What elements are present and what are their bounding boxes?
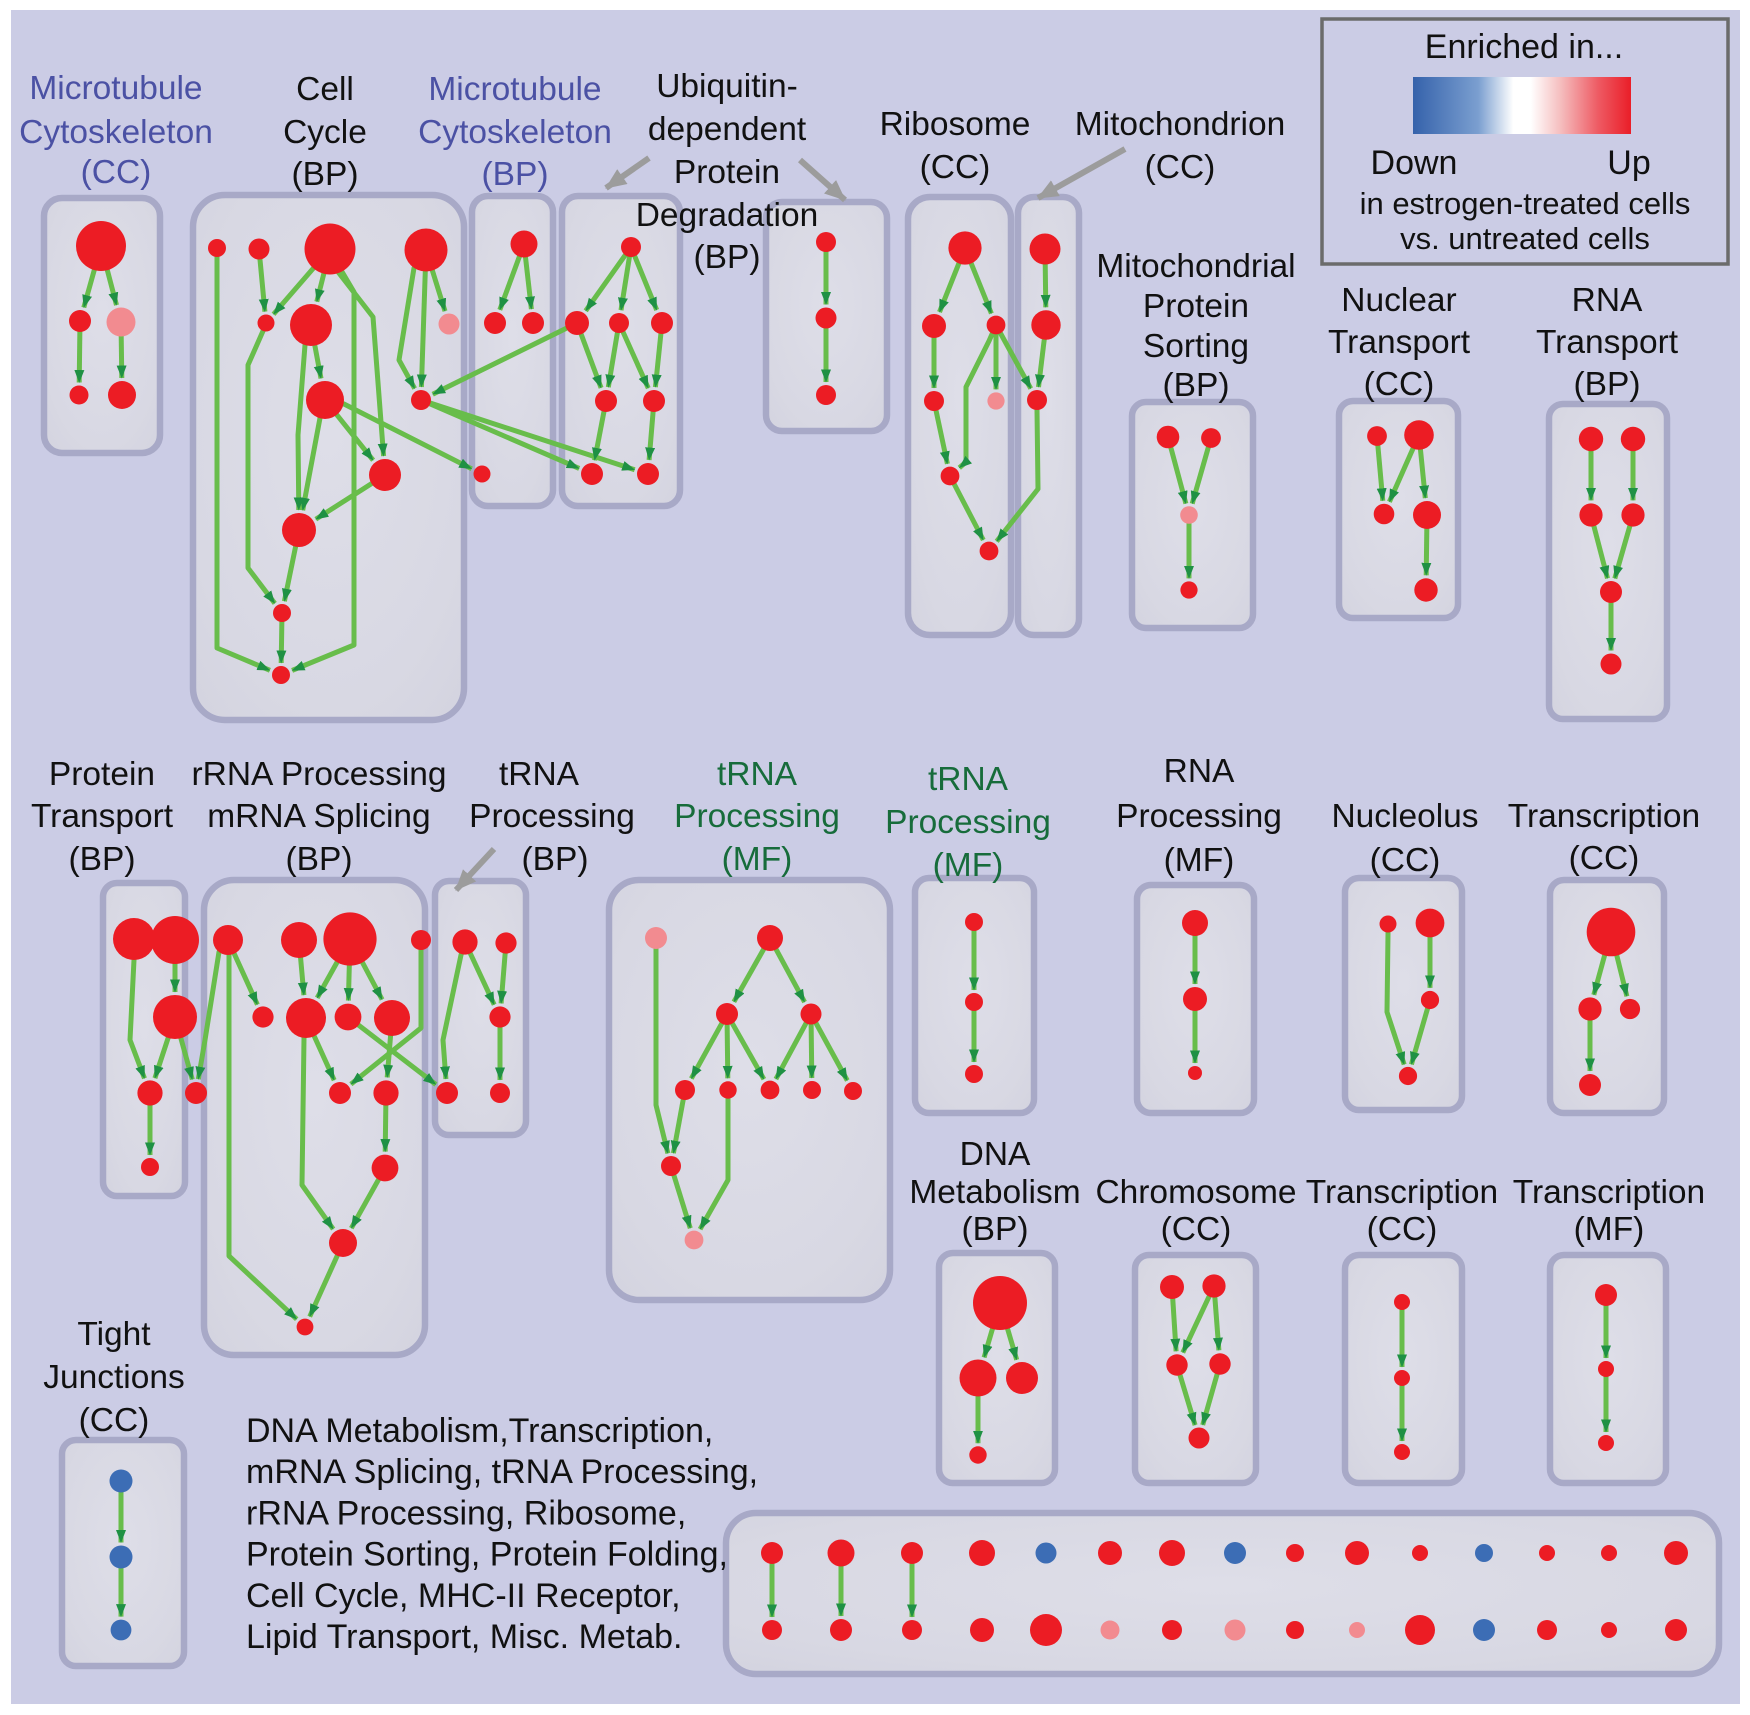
svg-text:Sorting: Sorting [1143,328,1249,365]
svg-text:(MF): (MF) [1574,1211,1645,1248]
svg-text:Processing: Processing [469,798,635,835]
svg-text:Nucleolus: Nucleolus [1331,798,1478,835]
svg-text:Cycle: Cycle [283,114,367,151]
svg-text:in estrogen-treated cells: in estrogen-treated cells [1360,186,1691,221]
svg-text:Transcription: Transcription [1306,1174,1498,1211]
svg-text:(BP): (BP) [522,841,589,878]
svg-text:Protein Sorting, Protein Foldi: Protein Sorting, Protein Folding, [246,1536,728,1574]
svg-text:Lipid Transport, Misc. Metab.: Lipid Transport, Misc. Metab. [246,1618,683,1656]
svg-text:(CC): (CC) [1145,149,1216,186]
svg-text:Microtubule: Microtubule [29,70,202,107]
svg-text:Microtubule: Microtubule [428,71,601,108]
svg-text:DNA: DNA [960,1136,1031,1173]
svg-text:tRNA: tRNA [499,756,580,793]
svg-text:(BP): (BP) [69,841,136,878]
svg-text:Nuclear: Nuclear [1341,282,1456,319]
svg-text:Protein: Protein [1143,288,1249,325]
svg-text:(CC): (CC) [1569,840,1640,877]
svg-text:Ubiquitin-: Ubiquitin- [656,68,798,105]
svg-text:mRNA Splicing: mRNA Splicing [207,798,430,835]
svg-text:RNA: RNA [1572,282,1643,319]
svg-text:Protein: Protein [49,756,155,793]
svg-text:(BP): (BP) [286,841,353,878]
svg-text:Processing: Processing [1116,798,1282,835]
svg-text:dependent: dependent [648,111,807,148]
svg-text:Metabolism: Metabolism [909,1174,1080,1211]
svg-text:Transport: Transport [31,798,174,835]
svg-text:(BP): (BP) [1574,366,1641,403]
svg-text:(CC): (CC) [1370,842,1441,879]
svg-text:rRNA Processing: rRNA Processing [191,756,446,793]
svg-text:RNA: RNA [1164,753,1235,790]
svg-text:(MF): (MF) [933,847,1004,884]
svg-text:Degradation: Degradation [636,197,819,234]
svg-text:Processing: Processing [885,804,1051,841]
svg-text:Cell: Cell [296,71,354,108]
svg-text:Cytoskeleton: Cytoskeleton [19,114,213,151]
svg-text:(CC): (CC) [79,1402,150,1439]
svg-text:Protein: Protein [674,154,780,191]
svg-text:Cell Cycle, MHC-II Receptor,: Cell Cycle, MHC-II Receptor, [246,1577,681,1615]
svg-text:(BP): (BP) [962,1211,1029,1248]
svg-text:Enriched in...: Enriched in... [1425,28,1623,66]
svg-text:Transcription: Transcription [1508,798,1700,835]
svg-text:rRNA Processing, Ribosome,: rRNA Processing, Ribosome, [246,1494,686,1532]
svg-text:(MF): (MF) [722,841,793,878]
svg-text:mRNA Splicing, tRNA Processing: mRNA Splicing, tRNA Processing, [246,1453,758,1491]
svg-text:Ribosome: Ribosome [880,106,1031,143]
svg-text:Junctions: Junctions [43,1359,185,1396]
svg-text:Transport: Transport [1328,324,1471,361]
svg-text:DNA Metabolism,Transcription,: DNA Metabolism,Transcription, [246,1412,713,1450]
svg-text:Processing: Processing [674,798,840,835]
svg-text:(MF): (MF) [1164,842,1235,879]
svg-text:Chromosome: Chromosome [1095,1174,1296,1211]
svg-text:(CC): (CC) [920,149,991,186]
svg-text:tRNA: tRNA [928,761,1009,798]
svg-text:Tight: Tight [77,1316,151,1353]
svg-text:Transport: Transport [1536,324,1679,361]
svg-text:(BP): (BP) [292,156,359,193]
svg-text:Down: Down [1371,144,1458,182]
svg-text:(CC): (CC) [1364,366,1435,403]
svg-text:tRNA: tRNA [717,756,798,793]
svg-text:Mitochondrial: Mitochondrial [1096,248,1295,285]
svg-text:vs. untreated cells: vs. untreated cells [1400,221,1650,256]
svg-text:(BP): (BP) [482,156,549,193]
svg-text:Mitochondrion: Mitochondrion [1075,106,1285,143]
svg-text:(CC): (CC) [1367,1211,1438,1248]
svg-text:Transcription: Transcription [1513,1174,1705,1211]
svg-text:(CC): (CC) [81,154,152,191]
svg-text:(BP): (BP) [694,239,761,276]
svg-text:(BP): (BP) [1163,367,1230,404]
svg-text:Up: Up [1607,144,1650,182]
svg-text:(CC): (CC) [1161,1211,1232,1248]
svg-text:Cytoskeleton: Cytoskeleton [418,114,612,151]
